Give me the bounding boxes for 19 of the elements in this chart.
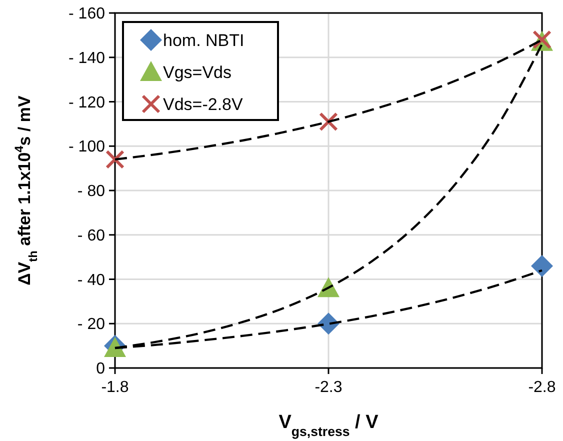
legend-label: Vgs=Vds	[163, 62, 232, 82]
point	[319, 112, 338, 132]
point	[531, 254, 553, 277]
y-tick-label: - 40	[77, 272, 106, 289]
y-tick-label: - 100	[68, 138, 106, 156]
y-tick-label: - 160	[68, 6, 106, 23]
x-tick-label: -1.8	[101, 379, 129, 396]
y-tick-label: 0	[96, 360, 106, 378]
y-tick-label: - 20	[77, 316, 106, 334]
legend-label: hom. NBTI	[163, 30, 244, 50]
y-tick-label: - 60	[77, 227, 106, 244]
y-tick-label: - 140	[68, 50, 106, 67]
x-axis-title: V$_{gs,stress}$ / V	[278, 412, 379, 438]
legend-label: Vds=-2.8V	[163, 94, 244, 114]
x-tick-label: -2.3	[314, 379, 342, 396]
point	[106, 150, 124, 169]
y-tick-label: - 120	[68, 94, 106, 112]
y-tick-label: - 80	[77, 183, 106, 200]
x-tick-label: -2.8	[528, 379, 556, 396]
